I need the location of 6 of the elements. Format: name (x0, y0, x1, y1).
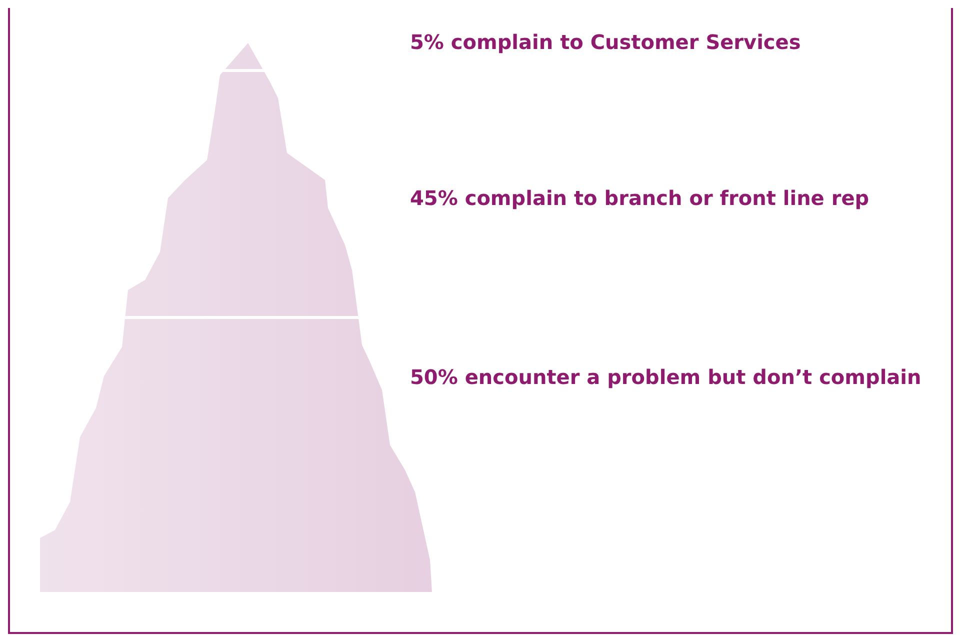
category-label: complain to branch or front line rep (464, 186, 870, 210)
data-label: 5% (410, 30, 444, 54)
category-label: encounter a problem but don’t complain (464, 365, 922, 390)
category-label: complain to Customer Services (450, 30, 801, 54)
data-label: 45% (410, 186, 458, 210)
data-label: 50% (410, 365, 458, 390)
